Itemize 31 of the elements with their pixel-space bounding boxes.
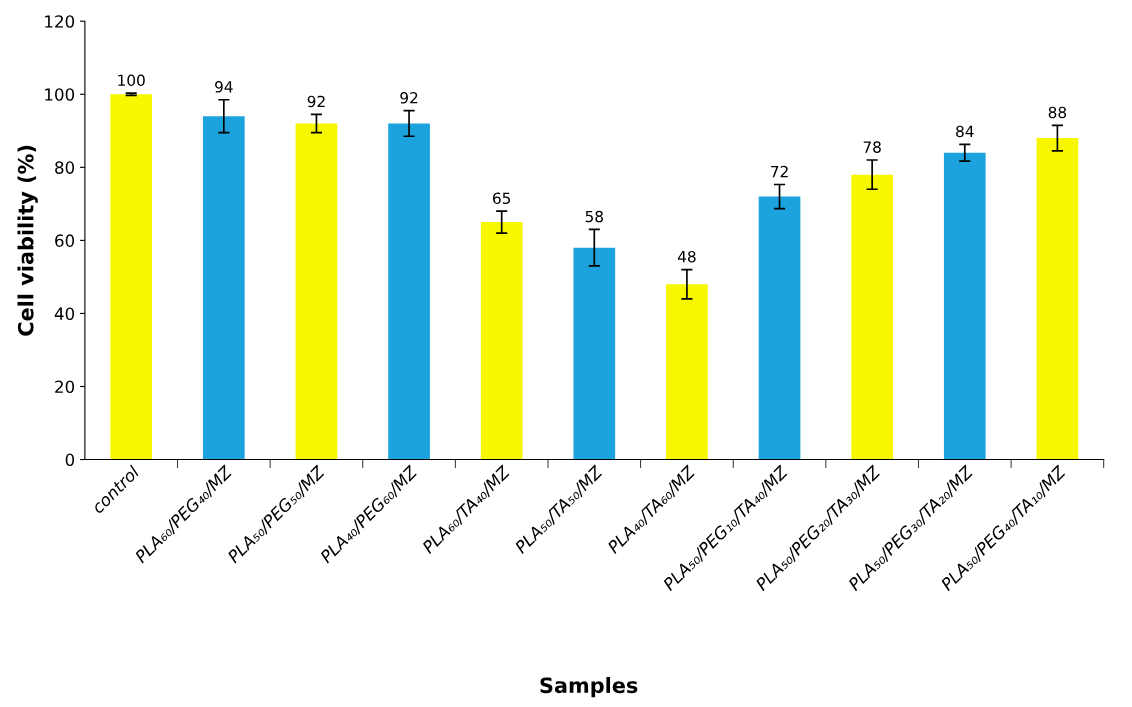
- data-label: 65: [493, 192, 511, 205]
- data-label: 94: [215, 81, 233, 93]
- bar: [573, 247, 616, 460]
- bar: [110, 94, 153, 460]
- bar: [202, 116, 245, 460]
- y-axis-title: Cell viability (%): [17, 145, 38, 336]
- bar: [1036, 138, 1079, 460]
- data-label: 100: [118, 74, 145, 87]
- bar: [943, 152, 986, 460]
- y-tick-label: 60: [55, 234, 75, 247]
- y-tick-label: 0: [65, 453, 75, 467]
- data-label: 92: [400, 92, 418, 104]
- bar: [758, 196, 801, 460]
- x-axis-title: Samples: [540, 677, 638, 698]
- data-label: 48: [677, 250, 696, 263]
- y-tick-label: 80: [55, 161, 75, 174]
- y-tick-label: 40: [54, 307, 75, 321]
- bar: [666, 284, 708, 460]
- data-label: 72: [771, 165, 788, 178]
- y-tick-label: 100: [45, 88, 75, 101]
- y-tick-label: 120: [45, 15, 75, 28]
- data-label: 88: [1048, 106, 1067, 119]
- bar: [480, 222, 523, 460]
- bar: [388, 123, 430, 460]
- data-label: 58: [585, 210, 603, 223]
- bar: [851, 174, 893, 460]
- bar: [295, 123, 338, 460]
- y-tick-label: 20: [55, 380, 75, 394]
- data-label: 92: [307, 95, 325, 108]
- data-label: 78: [863, 141, 881, 153]
- data-label: 84: [956, 125, 974, 138]
